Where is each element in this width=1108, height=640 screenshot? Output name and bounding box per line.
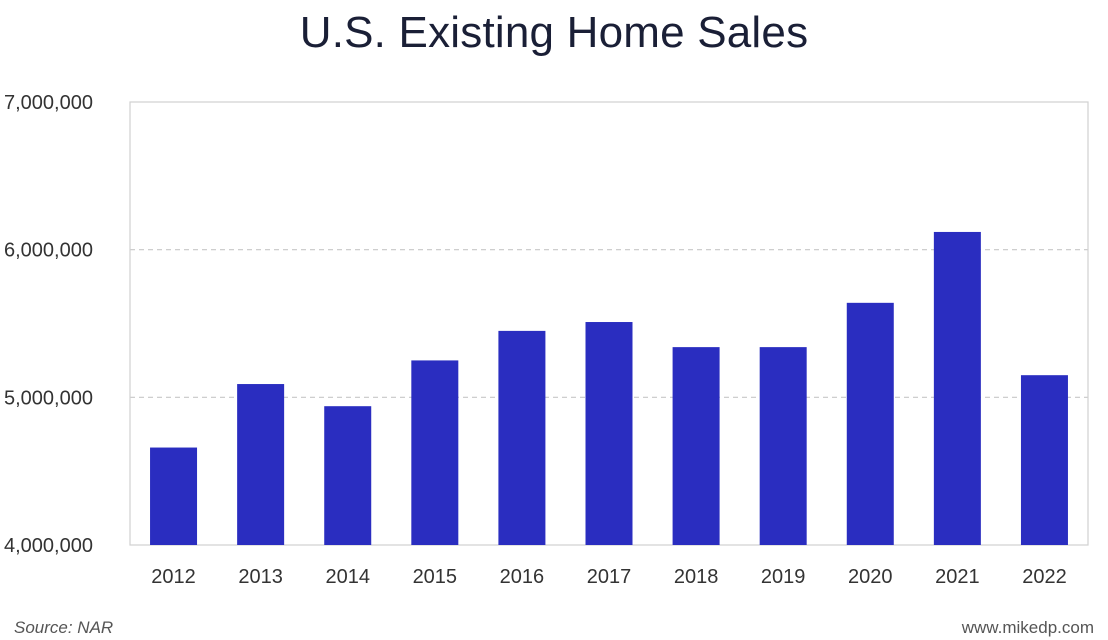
bar-2014 bbox=[324, 406, 372, 545]
y-tick-label: 6,000,000 bbox=[4, 240, 93, 262]
bars bbox=[150, 231, 1068, 546]
bar-2015 bbox=[411, 360, 459, 545]
bar-2019 bbox=[759, 347, 807, 545]
source-note: Source: NAR bbox=[14, 618, 114, 637]
bar-2018 bbox=[672, 347, 720, 545]
x-tick-label: 2012 bbox=[151, 566, 196, 588]
bar-2022 bbox=[1020, 375, 1068, 545]
bar-2012 bbox=[150, 447, 198, 545]
x-tick-label: 2022 bbox=[1022, 566, 1067, 588]
x-axis-ticks: 2012 2013 2014 2015 2016 2017 2018 2019 2020 2021… bbox=[151, 566, 1066, 588]
x-tick-label: 2014 bbox=[325, 566, 370, 588]
y-tick-label: 5,000,000 bbox=[4, 387, 93, 409]
x-tick-label: 2015 bbox=[413, 566, 458, 588]
y-tick-label: 4,000,000 bbox=[4, 535, 93, 557]
x-tick-label: 2016 bbox=[500, 566, 545, 588]
x-tick-label: 2018 bbox=[674, 566, 719, 588]
bar-2017 bbox=[585, 322, 633, 545]
x-tick-label: 2017 bbox=[587, 566, 632, 588]
y-axis-ticks: 4,000,000 5,000,000 6,000,000 7,000,000 bbox=[4, 92, 93, 557]
chart-title: U.S. Existing Home Sales bbox=[299, 8, 809, 57]
bar-2020 bbox=[846, 302, 894, 545]
y-tick-label: 7,000,000 bbox=[4, 92, 93, 114]
x-tick-label: 2013 bbox=[238, 566, 283, 588]
bar-2016 bbox=[498, 330, 546, 545]
bar-2013 bbox=[237, 384, 285, 545]
x-tick-label: 2021 bbox=[935, 566, 980, 588]
bar-2021 bbox=[933, 231, 981, 546]
credit-link[interactable]: www.mikedp.com bbox=[961, 618, 1094, 637]
x-tick-label: 2019 bbox=[761, 566, 806, 588]
x-tick-label: 2020 bbox=[848, 566, 893, 588]
